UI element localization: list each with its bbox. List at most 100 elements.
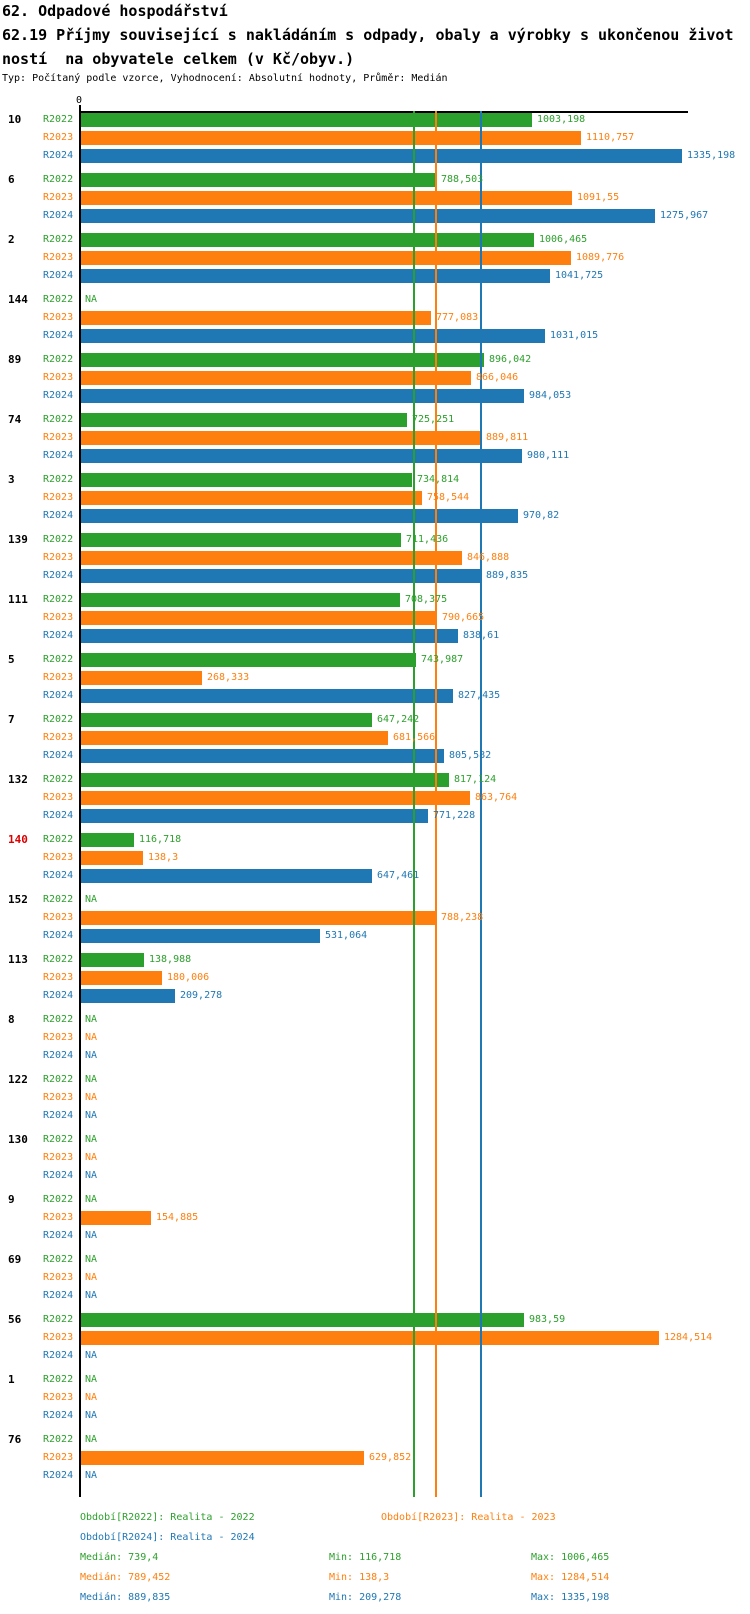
bar-value-76-r2024: NA xyxy=(85,1470,98,1481)
legend-max-2023: Max: 1284,514 xyxy=(531,1572,610,1583)
legend-max-2022: Max: 1006,465 xyxy=(531,1552,610,1563)
row-label-r2022: R2022 xyxy=(43,1014,74,1025)
bar-152-r2023 xyxy=(81,911,436,925)
legend-median-2023: Medián: 789,452 xyxy=(80,1572,171,1583)
row-label-r2023: R2023 xyxy=(43,252,74,263)
group-label-69: 69 xyxy=(8,1253,22,1266)
bar-140-r2023 xyxy=(81,851,143,865)
bar-value-89-r2023: 866,046 xyxy=(476,372,519,383)
bar-144-r2024 xyxy=(81,329,545,343)
bar-5-r2022 xyxy=(81,653,416,667)
bar-value-7-r2023: 681,566 xyxy=(393,732,436,743)
row-label-r2024: R2024 xyxy=(43,570,74,581)
bar-113-r2024 xyxy=(81,989,175,1003)
group-label-144: 144 xyxy=(8,293,28,306)
row-label-r2024: R2024 xyxy=(43,150,74,161)
row-label-r2022: R2022 xyxy=(43,234,74,245)
row-label-r2022: R2022 xyxy=(43,114,74,125)
bar-139-r2022 xyxy=(81,533,401,547)
row-label-r2023: R2023 xyxy=(43,732,74,743)
bar-56-r2022 xyxy=(81,1313,524,1327)
row-label-r2022: R2022 xyxy=(43,1134,74,1145)
bar-152-r2024 xyxy=(81,929,320,943)
bar-7-r2024 xyxy=(81,749,444,763)
bar-value-122-r2022: NA xyxy=(85,1074,98,1085)
row-label-r2024: R2024 xyxy=(43,270,74,281)
row-label-r2024: R2024 xyxy=(43,750,74,761)
row-label-r2024: R2024 xyxy=(43,1170,74,1181)
row-label-r2023: R2023 xyxy=(43,192,74,203)
bar-value-1-r2022: NA xyxy=(85,1374,98,1385)
row-label-r2024: R2024 xyxy=(43,1470,74,1481)
bar-value-5-r2023: 268,333 xyxy=(207,672,250,683)
x-axis-line xyxy=(79,111,688,113)
group-label-5: 5 xyxy=(8,653,15,666)
x-axis-zero-label: 0 xyxy=(76,95,83,106)
bar-value-89-r2022: 896,042 xyxy=(489,354,532,365)
group-label-76: 76 xyxy=(8,1433,22,1446)
bar-value-69-r2023: NA xyxy=(85,1272,98,1283)
legend-period-2024: Období[R2024]: Realita - 2024 xyxy=(80,1532,255,1543)
bar-3-r2022 xyxy=(81,473,412,487)
bar-value-9-r2023: 154,885 xyxy=(156,1212,199,1223)
row-label-r2022: R2022 xyxy=(43,354,74,365)
bar-value-2-r2022: 1006,465 xyxy=(539,234,588,245)
row-label-r2024: R2024 xyxy=(43,450,74,461)
legend-period-2022: Období[R2022]: Realita - 2022 xyxy=(80,1512,255,1523)
legend-median-2024: Medián: 889,835 xyxy=(80,1592,171,1603)
bar-113-r2023 xyxy=(81,971,162,985)
bar-value-6-r2023: 1091,55 xyxy=(577,192,620,203)
group-label-3: 3 xyxy=(8,473,15,486)
group-label-2: 2 xyxy=(8,233,15,246)
bar-2-r2023 xyxy=(81,251,571,265)
row-label-r2024: R2024 xyxy=(43,690,74,701)
group-label-132: 132 xyxy=(8,773,28,786)
bar-144-r2023 xyxy=(81,311,431,325)
row-label-r2023: R2023 xyxy=(43,852,74,863)
bar-56-r2023 xyxy=(81,1331,659,1345)
bar-value-144-r2022: NA xyxy=(85,294,98,305)
row-label-r2022: R2022 xyxy=(43,1194,74,1205)
row-label-r2024: R2024 xyxy=(43,810,74,821)
bar-value-130-r2024: NA xyxy=(85,1170,98,1181)
bar-6-r2022 xyxy=(81,173,436,187)
row-label-r2023: R2023 xyxy=(43,1272,74,1283)
bar-value-69-r2024: NA xyxy=(85,1290,98,1301)
bar-10-r2022 xyxy=(81,113,532,127)
legend-min-2024: Min: 209,278 xyxy=(329,1592,402,1603)
row-label-r2024: R2024 xyxy=(43,990,74,1001)
row-label-r2022: R2022 xyxy=(43,1374,74,1385)
bar-value-8-r2023: NA xyxy=(85,1032,98,1043)
row-label-r2024: R2024 xyxy=(43,1350,74,1361)
row-label-r2022: R2022 xyxy=(43,1254,74,1265)
bar-value-74-r2023: 889,811 xyxy=(486,432,529,443)
median-line-r2022 xyxy=(413,111,415,1497)
group-label-122: 122 xyxy=(8,1073,28,1086)
bar-111-r2023 xyxy=(81,611,437,625)
bar-value-6-r2024: 1275,967 xyxy=(660,210,709,221)
bar-value-74-r2022: 725,251 xyxy=(412,414,455,425)
bar-value-74-r2024: 980,111 xyxy=(527,450,570,461)
bar-139-r2023 xyxy=(81,551,462,565)
group-label-1: 1 xyxy=(8,1373,15,1386)
bar-9-r2023 xyxy=(81,1211,151,1225)
row-label-r2023: R2023 xyxy=(43,432,74,443)
row-label-r2023: R2023 xyxy=(43,1212,74,1223)
bar-113-r2022 xyxy=(81,953,144,967)
row-label-r2023: R2023 xyxy=(43,612,74,623)
group-label-6: 6 xyxy=(8,173,15,186)
bar-74-r2022 xyxy=(81,413,407,427)
bar-value-140-r2024: 647,461 xyxy=(377,870,420,881)
group-label-89: 89 xyxy=(8,353,22,366)
bar-value-113-r2022: 138,988 xyxy=(149,954,192,965)
row-label-r2023: R2023 xyxy=(43,492,74,503)
bar-value-140-r2022: 116,718 xyxy=(139,834,182,845)
bar-5-r2024 xyxy=(81,689,453,703)
bar-value-144-r2024: 1031,015 xyxy=(550,330,599,341)
bar-value-111-r2024: 838,61 xyxy=(463,630,500,641)
row-label-r2024: R2024 xyxy=(43,1290,74,1301)
bar-74-r2023 xyxy=(81,431,481,445)
row-label-r2023: R2023 xyxy=(43,552,74,563)
row-label-r2024: R2024 xyxy=(43,930,74,941)
